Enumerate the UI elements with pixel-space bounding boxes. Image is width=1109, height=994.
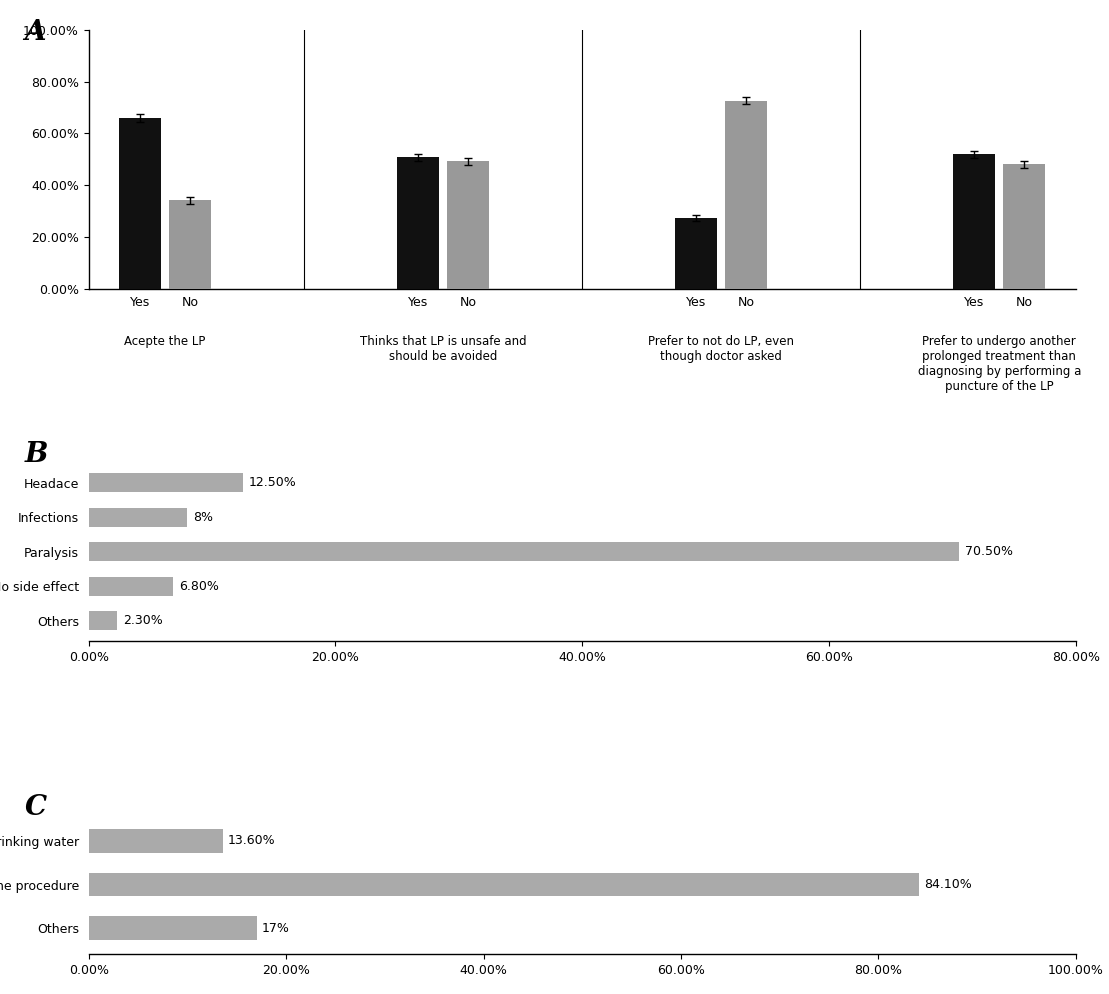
Bar bbox=[89, 611, 118, 630]
Bar bbox=[89, 508, 187, 527]
Bar bbox=[397, 157, 439, 289]
Bar bbox=[89, 577, 173, 595]
Bar bbox=[675, 218, 718, 289]
Bar bbox=[447, 161, 489, 289]
Text: 13.60%: 13.60% bbox=[227, 834, 275, 848]
Text: 6.80%: 6.80% bbox=[179, 580, 218, 592]
Text: 84.10%: 84.10% bbox=[924, 878, 971, 891]
Text: Prefer to undergo another
prolonged treatment than
diagnosing by performing a
pu: Prefer to undergo another prolonged trea… bbox=[917, 335, 1081, 394]
Bar bbox=[89, 916, 256, 940]
Bar bbox=[89, 543, 958, 562]
Text: 70.50%: 70.50% bbox=[965, 546, 1013, 559]
Text: B: B bbox=[24, 440, 48, 467]
Text: 2.30%: 2.30% bbox=[123, 614, 163, 627]
Text: 8%: 8% bbox=[194, 511, 214, 524]
Bar bbox=[89, 873, 918, 897]
Bar bbox=[89, 473, 243, 492]
Bar bbox=[725, 100, 767, 289]
Text: Acepte the LP: Acepte the LP bbox=[124, 335, 206, 349]
Text: A: A bbox=[24, 20, 47, 47]
Text: Prefer to not do LP, even
though doctor asked: Prefer to not do LP, even though doctor … bbox=[649, 335, 794, 364]
Bar bbox=[1004, 164, 1045, 289]
Bar bbox=[170, 201, 211, 289]
Bar bbox=[954, 154, 995, 289]
Bar bbox=[89, 829, 223, 853]
Text: Thinks that LP is unsafe and
should be avoided: Thinks that LP is unsafe and should be a… bbox=[360, 335, 527, 364]
Text: 17%: 17% bbox=[262, 921, 289, 934]
Text: 12.50%: 12.50% bbox=[250, 476, 297, 489]
Text: C: C bbox=[24, 794, 47, 821]
Bar bbox=[120, 118, 161, 289]
